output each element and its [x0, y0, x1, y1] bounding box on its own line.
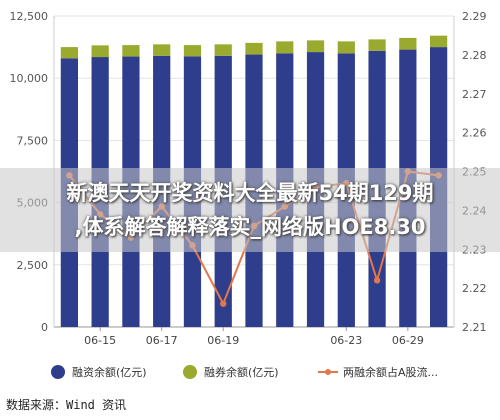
source-note: 数据来源：Wind 资讯 — [6, 398, 127, 412]
legend-swatch-short — [183, 365, 197, 379]
y-left-tick-label: 2,500 — [17, 259, 49, 272]
y-left-tick-label: 12,500 — [10, 10, 49, 23]
bar-short-balance — [91, 45, 109, 58]
line-point — [373, 277, 381, 284]
bar-short-balance — [122, 45, 140, 57]
y-right-tick-label: 2.27 — [462, 88, 487, 101]
bar-short-balance — [276, 41, 294, 54]
bar-short-balance — [399, 37, 417, 50]
bar-short-balance — [368, 39, 386, 51]
bar-short-balance — [183, 45, 202, 57]
y-right-tick-label: 2.29 — [462, 10, 487, 23]
y-left-tick-label: 7,500 — [17, 134, 49, 147]
x-tick-label: 06-29 — [392, 334, 424, 347]
line-point — [220, 300, 227, 307]
y-right-tick-label: 2.22 — [462, 282, 487, 295]
bar-short-balance — [430, 35, 448, 48]
x-tick-label: 06-15 — [84, 334, 116, 347]
y-right-tick-label: 2.26 — [462, 127, 487, 140]
bar-short-balance — [153, 44, 171, 56]
legend-label-margin: 融资余额(亿元) — [72, 365, 147, 379]
x-tick-label: 06-17 — [146, 334, 178, 347]
y-left-tick-label: 10,000 — [10, 72, 49, 85]
legend-label-short: 融券余额(亿元) — [204, 365, 279, 379]
x-tick-label: 06-23 — [330, 334, 362, 347]
bar-short-balance — [337, 41, 355, 54]
bar-short-balance — [60, 47, 78, 59]
legend-swatch-margin — [51, 365, 65, 379]
bar-short-balance — [306, 40, 325, 53]
watermark-band — [0, 168, 500, 252]
x-tick-label: 06-19 — [207, 334, 239, 347]
bar-short-balance — [214, 44, 232, 56]
legend-label-ratio: 两融余额占A股流... — [343, 365, 438, 379]
bar-short-balance — [245, 42, 263, 55]
legend-marker-ratio — [325, 369, 331, 375]
y-right-tick-label: 2.21 — [462, 321, 487, 334]
y-right-tick-label: 2.28 — [462, 49, 487, 62]
y-left-tick-label: 0 — [41, 321, 48, 334]
overlay-title: 新澳天天开奖资料大全最新54期129期 ,体系解答解释落实_网络版HOE8.30 — [66, 181, 434, 239]
